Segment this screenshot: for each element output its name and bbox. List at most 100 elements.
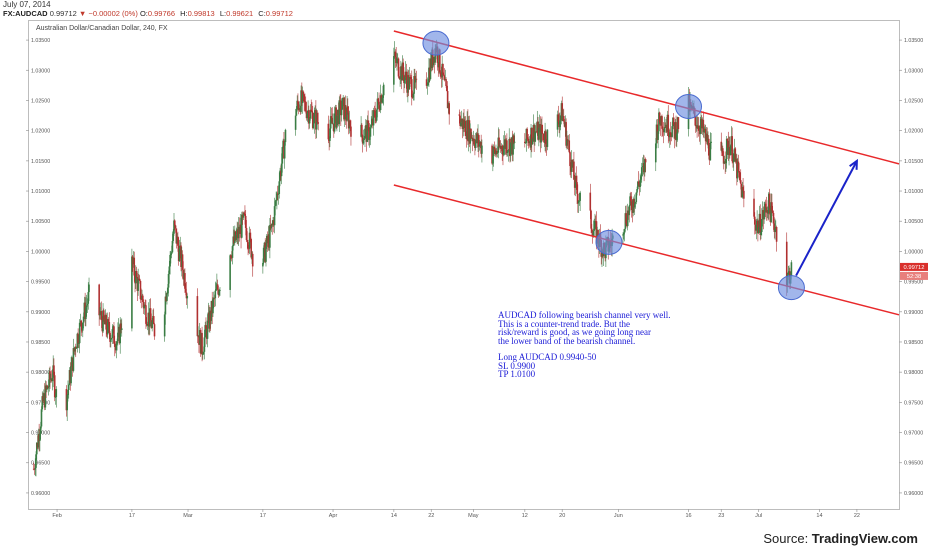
candle-body — [408, 77, 411, 90]
candle-body — [671, 126, 673, 137]
symbol[interactable]: FX:AUDCAD — [3, 9, 48, 18]
candle-body — [538, 127, 540, 140]
candle-body — [170, 252, 173, 254]
candle-body — [152, 316, 155, 325]
candle-body — [306, 113, 309, 119]
candle-body — [312, 123, 315, 128]
candle-body — [630, 196, 632, 202]
candle-body — [75, 348, 78, 349]
candle-body — [41, 396, 44, 410]
candle-body — [231, 246, 234, 258]
x-tick-label: 12 — [522, 513, 528, 519]
candle-body — [249, 232, 252, 240]
candle-body — [531, 127, 533, 145]
quote-line: FX:AUDCAD 0.99712 ▼ −0.00002 (0%) O:0.99… — [3, 9, 296, 18]
y-tick-label-right: 1.03000 — [904, 68, 923, 74]
candle-body — [753, 198, 755, 217]
candle-body — [106, 319, 109, 335]
candle-body — [74, 346, 76, 352]
candle-body — [765, 207, 768, 213]
candle-body — [492, 146, 495, 157]
x-tick-label: Jun — [614, 513, 623, 519]
candle-body — [577, 193, 579, 204]
candle-body — [74, 346, 77, 349]
candle-body — [591, 228, 593, 233]
x-tick-label: 14 — [391, 513, 397, 519]
candle-body — [720, 141, 723, 151]
candle-body — [135, 271, 137, 284]
candle-body — [311, 111, 313, 113]
candle-body — [184, 288, 187, 293]
candle-body — [247, 242, 249, 249]
candle-body — [186, 296, 189, 299]
candle-body — [78, 322, 81, 344]
candle-body — [470, 128, 472, 139]
candle-body — [576, 182, 578, 194]
candle-body — [316, 112, 319, 123]
candle-body — [107, 319, 110, 322]
close-label: C: — [258, 9, 266, 18]
candle-body — [70, 366, 72, 384]
candle-body — [534, 131, 536, 142]
candle-body — [774, 228, 776, 232]
candle-body — [498, 137, 500, 147]
source-brand: TradingView.com — [811, 531, 918, 546]
source-credit[interactable]: Source: TradingView.com — [763, 531, 918, 546]
candle-body — [415, 78, 418, 80]
candle-body — [99, 314, 101, 316]
candle-body — [303, 94, 305, 102]
candle-body — [331, 117, 334, 124]
candle-body — [336, 115, 338, 128]
candle-body — [429, 58, 432, 80]
candle-body — [308, 118, 311, 124]
y-tick-label-right: 0.96500 — [904, 461, 923, 467]
candle-body — [66, 395, 68, 411]
candle-body — [382, 95, 384, 98]
candle-body — [219, 289, 221, 291]
candle-body — [460, 122, 462, 126]
source-prefix: Source: — [763, 531, 812, 546]
low-value: 0.99621 — [226, 9, 254, 18]
candle-body — [229, 255, 231, 290]
candle-body — [661, 128, 664, 130]
y-tick-label-left: 1.03000 — [31, 68, 50, 74]
candle-body — [439, 49, 441, 73]
candle-body — [317, 122, 320, 124]
candle-body — [775, 227, 778, 242]
candle-body — [709, 142, 712, 161]
candle-body — [47, 386, 50, 389]
candle-body — [145, 305, 147, 324]
candle-body — [329, 128, 331, 141]
candle-body — [248, 248, 250, 250]
candle-body — [78, 343, 80, 344]
y-tick-label-left: 1.03500 — [31, 38, 50, 44]
candle-body — [478, 135, 480, 147]
candle-body — [577, 201, 580, 204]
candle-body — [196, 296, 199, 337]
candle-body — [201, 332, 203, 355]
annotation-line: risk/reward is good, as we going long ne… — [498, 327, 651, 337]
candle-body — [573, 161, 575, 180]
candle-body — [72, 348, 75, 371]
candle-body — [39, 433, 41, 441]
candle-body — [376, 98, 379, 110]
candle-body — [115, 343, 118, 351]
candle-body — [509, 142, 512, 156]
candle-body — [445, 79, 447, 87]
candle-body — [559, 120, 561, 128]
low-label: L: — [219, 9, 227, 18]
candle-body — [382, 84, 385, 96]
y-tick-label-left: 1.01500 — [31, 159, 50, 165]
candle-body — [526, 128, 528, 139]
candle-body — [575, 175, 578, 183]
y-tick-label-left: 0.99500 — [31, 280, 50, 286]
y-tick-label-left: 1.00000 — [31, 249, 50, 255]
y-tick-label-right: 0.98500 — [904, 340, 923, 346]
candle-body — [51, 377, 54, 382]
candle-body — [262, 262, 264, 267]
annotation-line: This is a counter-trend trade. But the — [498, 318, 631, 329]
candle-body — [464, 120, 467, 136]
candle-body — [347, 106, 349, 113]
y-tick-label-right: 0.97000 — [904, 431, 923, 437]
